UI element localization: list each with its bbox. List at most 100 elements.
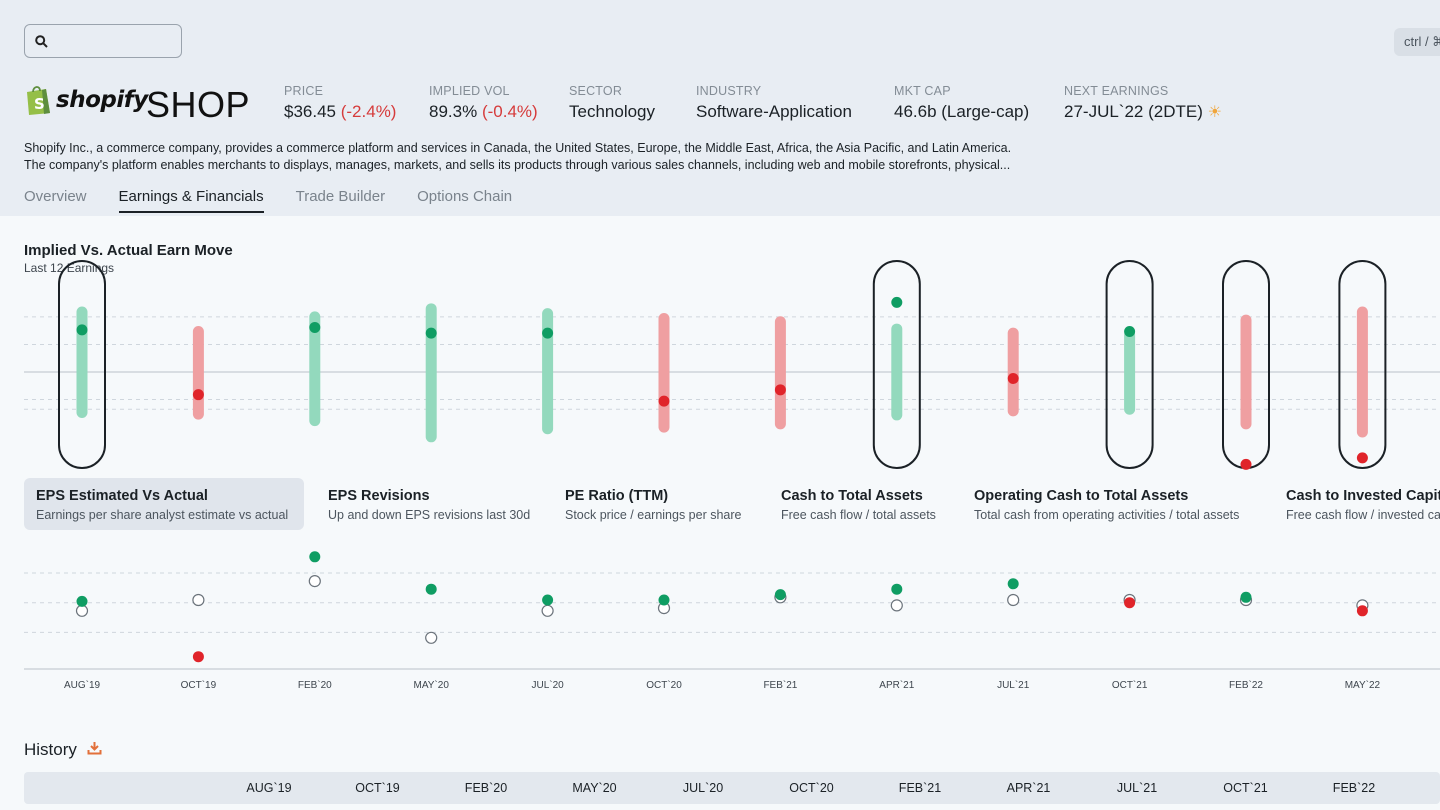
eps-estimate-dot bbox=[1007, 593, 1020, 607]
price-change: (-2.4%) bbox=[340, 102, 397, 121]
metric-eps-revisions[interactable]: EPS Revisions Up and down EPS revisions … bbox=[316, 478, 542, 530]
history-column-header: APR`21 bbox=[1006, 781, 1051, 795]
history-column-header: AUG`19 bbox=[246, 781, 292, 795]
implied-vol-change: (-0.4%) bbox=[481, 102, 538, 121]
history-column-header: FEB`22 bbox=[1332, 781, 1376, 795]
x-tick-label: OCT`21 bbox=[1112, 679, 1148, 691]
logo-wordmark: shopify bbox=[56, 87, 148, 113]
keyboard-shortcut-hint[interactable]: ctrl / ⌘K bbox=[1394, 28, 1440, 56]
stat-label: IMPLIED VOL bbox=[429, 84, 510, 98]
x-tick-label: MAY`20 bbox=[414, 679, 450, 691]
eps-actual-dot bbox=[425, 583, 437, 595]
actual-move-dot bbox=[1356, 452, 1368, 464]
search-icon bbox=[35, 34, 48, 48]
eps-actual-dot bbox=[1007, 578, 1019, 590]
stat-next-earnings: NEXT EARNINGS 27-JUL`22 (2DTE) ☀ bbox=[1064, 84, 1222, 122]
metric-title: EPS Estimated Vs Actual bbox=[36, 488, 208, 504]
highlight-ring bbox=[1105, 260, 1154, 469]
description-line: The company's platform enables merchants… bbox=[24, 158, 1011, 172]
metric-eps-est-vs-actual[interactable]: EPS Estimated Vs Actual Earnings per sha… bbox=[24, 478, 304, 530]
stat-label: SECTOR bbox=[569, 84, 623, 98]
actual-move-dot bbox=[309, 321, 321, 333]
stat-implied-vol: IMPLIED VOL 89.3% (-0.4%) bbox=[429, 84, 538, 122]
eps-actual-dot bbox=[192, 651, 204, 663]
x-tick-label: OCT`20 bbox=[646, 679, 682, 691]
stat-price: PRICE $36.45 (-2.4%) bbox=[284, 84, 396, 122]
actual-move-dot bbox=[425, 327, 437, 339]
x-tick-label: OCT`19 bbox=[181, 679, 217, 691]
history-header: History bbox=[24, 740, 102, 760]
earnings-charts-svg: AUG`19 OCT`19 FEB`20 MAY`20 JUL`20 OCT`20 FEB`… bbox=[24, 260, 1440, 691]
svg-text:S: S bbox=[34, 95, 45, 113]
x-tick-label: FEB`22 bbox=[1229, 679, 1263, 691]
history-column-header: OCT`21 bbox=[1223, 781, 1268, 795]
history-column-header: OCT`19 bbox=[355, 781, 400, 795]
next-earnings-value: 27-JUL`22 (2DTE) bbox=[1064, 102, 1203, 121]
actual-move-dot bbox=[192, 389, 204, 401]
eps-estimate-dot bbox=[192, 593, 205, 607]
stat-industry: INDUSTRY Software-Application bbox=[696, 84, 852, 122]
eps-estimate-dot bbox=[75, 604, 89, 617]
highlight-ring bbox=[58, 260, 106, 469]
company-logo: S shopify bbox=[24, 84, 148, 116]
metric-title: Operating Cash to Total Assets bbox=[974, 488, 1189, 504]
metric-cash-to-invested-capital[interactable]: Cash to Invested Capital Free cash flow … bbox=[1274, 478, 1440, 530]
tab-overview[interactable]: Overview bbox=[24, 188, 87, 205]
sector-value: Technology bbox=[569, 102, 656, 121]
history-column-header: FEB`20 bbox=[464, 781, 508, 795]
x-tick-label: APR`21 bbox=[879, 679, 914, 691]
chart-subtitle: Last 12 Earnings bbox=[24, 261, 115, 275]
history-column-header: JUL`20 bbox=[682, 781, 724, 795]
highlight-ring bbox=[1338, 260, 1387, 469]
metric-subtitle: Stock price / earnings per share bbox=[565, 508, 742, 522]
sun-icon: ☀ bbox=[1207, 104, 1222, 121]
x-tick-label: AUG`19 bbox=[64, 679, 101, 691]
eps-actual-dot bbox=[658, 594, 670, 606]
eps-actual-dot bbox=[1356, 605, 1368, 617]
search-input[interactable] bbox=[56, 32, 180, 50]
metric-title: PE Ratio (TTM) bbox=[565, 488, 669, 504]
metric-subtitle: Up and down EPS revisions last 30d bbox=[328, 508, 531, 522]
earnings-panel: Implied Vs. Actual Earn Move Last 12 Ear… bbox=[0, 216, 1440, 810]
metric-operating-cash-to-total-assets[interactable]: Operating Cash to Total Assets Total cas… bbox=[962, 478, 1251, 530]
metric-title: EPS Revisions bbox=[328, 488, 430, 504]
download-icon[interactable] bbox=[87, 741, 102, 760]
x-tick-label: FEB`20 bbox=[298, 679, 332, 691]
actual-move-dot bbox=[76, 324, 88, 336]
metric-title: Cash to Invested Capital bbox=[1286, 488, 1440, 504]
tab-trade-builder[interactable]: Trade Builder bbox=[295, 188, 386, 205]
eps-estimate-dot bbox=[541, 604, 554, 617]
x-tick-label: MAY`22 bbox=[1345, 679, 1381, 691]
tab-earnings-financials[interactable]: Earnings & Financials bbox=[118, 188, 264, 213]
eps-actual-dot bbox=[774, 589, 786, 601]
x-tick-label: FEB`21 bbox=[763, 679, 797, 691]
highlight-ring bbox=[872, 260, 921, 469]
stat-label: MKT CAP bbox=[894, 84, 951, 98]
metric-subtitle: Free cash flow / total assets bbox=[781, 508, 936, 522]
actual-move-dot bbox=[542, 327, 554, 339]
tab-options-chain[interactable]: Options Chain bbox=[417, 188, 513, 205]
eps-estimate-dot bbox=[425, 631, 438, 644]
metric-cash-to-total-assets[interactable]: Cash to Total Assets Free cash flow / to… bbox=[769, 478, 948, 530]
stat-label: NEXT EARNINGS bbox=[1064, 84, 1169, 98]
search-box[interactable] bbox=[24, 24, 182, 58]
actual-move-dot bbox=[774, 384, 786, 396]
company-description: Shopify Inc., a commerce company, provid… bbox=[24, 140, 1064, 174]
metric-subtitle: Earnings per share analyst estimate vs a… bbox=[36, 508, 289, 522]
history-column-header: JUL`21 bbox=[1116, 781, 1158, 795]
implied-vol-value: 89.3% bbox=[429, 102, 478, 121]
eps-estimate-dot bbox=[308, 575, 321, 588]
eps-actual-dot bbox=[1124, 597, 1136, 609]
actual-move-dot bbox=[658, 395, 670, 407]
eps-actual-dot bbox=[542, 594, 554, 606]
x-tick-label: JUL`20 bbox=[531, 679, 564, 691]
price-value: $36.45 bbox=[284, 102, 336, 121]
chart-title: Implied Vs. Actual Earn Move bbox=[24, 242, 233, 259]
stat-label: INDUSTRY bbox=[696, 84, 762, 98]
metric-pe-ratio[interactable]: PE Ratio (TTM) Stock price / earnings pe… bbox=[553, 478, 753, 530]
metric-subtitle: Total cash from operating activities / t… bbox=[974, 508, 1240, 522]
stat-market-cap: MKT CAP 46.6b (Large-cap) bbox=[894, 84, 1029, 122]
metric-subtitle: Free cash flow / invested capital bbox=[1286, 508, 1440, 522]
description-line: Shopify Inc., a commerce company, provid… bbox=[24, 141, 1012, 155]
history-column-header: FEB`21 bbox=[898, 781, 942, 795]
